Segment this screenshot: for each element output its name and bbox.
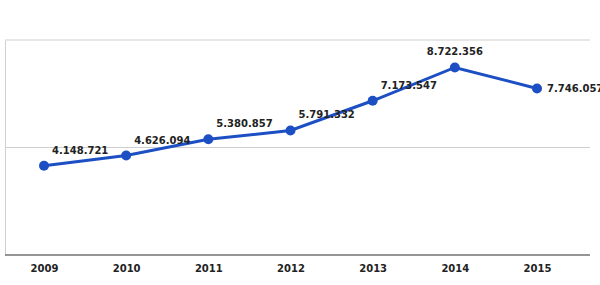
data-label: 5.380.857	[216, 118, 272, 129]
x-tick: 2014	[441, 255, 469, 274]
data-label: 7.173.547	[381, 80, 437, 91]
x-tick-label: 2011	[195, 263, 223, 274]
data-label: 4.148.721	[52, 145, 108, 156]
x-axis-line	[5, 254, 590, 255]
x-tick: 2011	[195, 255, 223, 274]
x-tick-label: 2009	[31, 263, 59, 274]
data-label: 8.722.356	[427, 46, 483, 57]
data-label: 4.626.094	[134, 135, 190, 146]
line	[44, 67, 537, 165]
data-labels: 4.148.721 4.626.094 5.380.857 5.791.332 7.17…	[52, 46, 600, 155]
x-tick: 2010	[113, 255, 141, 274]
marker	[368, 96, 378, 106]
chart: 2009 2010 2011 2012 2013 2014 2015 4.148.721 4.6…	[0, 0, 600, 285]
x-tick-label: 2015	[524, 263, 552, 274]
marker	[450, 62, 460, 72]
marker	[532, 83, 542, 93]
marker	[121, 151, 131, 161]
y-axis-line	[5, 41, 6, 256]
data-label: 5.791.332	[299, 109, 355, 120]
x-tick-label: 2012	[277, 263, 305, 274]
x-tick: 2012	[277, 255, 305, 274]
marker	[39, 161, 49, 171]
x-tick: 2009	[31, 255, 59, 274]
x-tick-label: 2010	[113, 263, 141, 274]
grid-line	[5, 255, 590, 256]
x-tick: 2013	[359, 255, 387, 274]
x-tick: 2015	[524, 255, 552, 274]
x-axis: 2009 2010 2011 2012 2013 2014 2015	[5, 255, 590, 274]
x-tick-label: 2013	[359, 263, 387, 274]
grid	[5, 40, 590, 255]
marker	[286, 125, 296, 135]
x-tick-label: 2014	[441, 263, 469, 274]
y-axis	[5, 41, 7, 256]
data-label: 7.746.057	[547, 83, 600, 94]
grid-line	[5, 40, 590, 41]
plot-area	[39, 62, 542, 170]
marker	[203, 134, 213, 144]
